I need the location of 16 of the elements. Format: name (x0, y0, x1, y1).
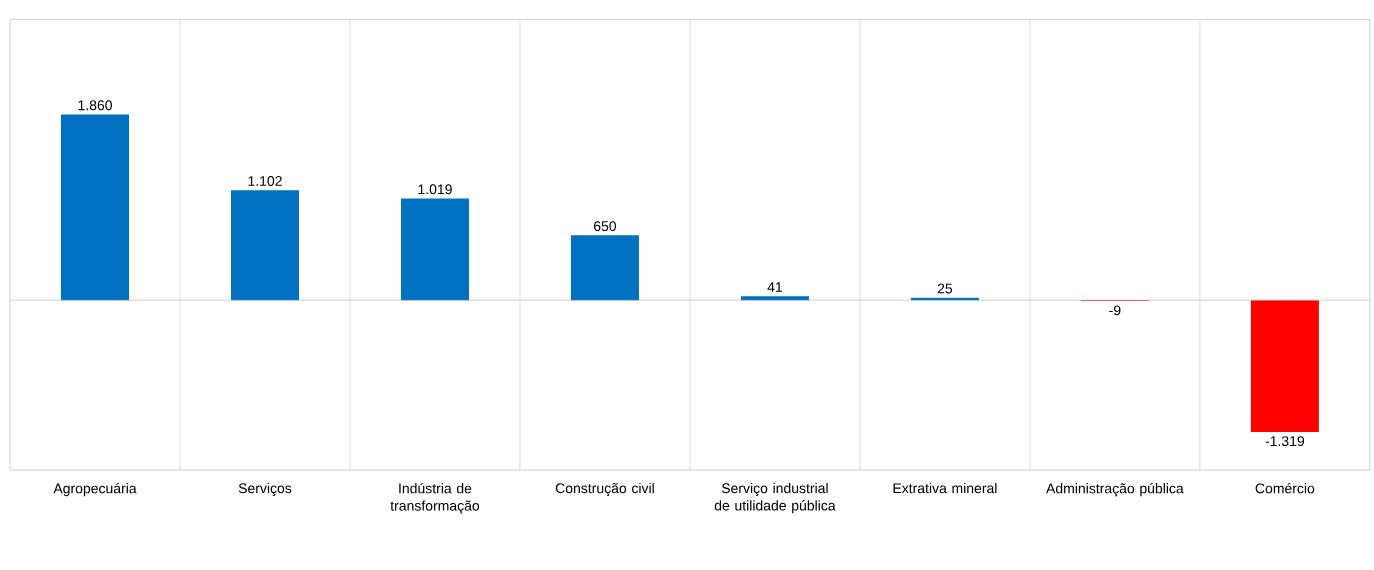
data-label: -9 (1109, 305, 1121, 316)
x-tick-label: Construção civil (555, 482, 654, 497)
data-label: 25 (937, 283, 953, 294)
x-tick-label: Serviço industrial de utilidade pública (714, 482, 836, 514)
data-label: 1.102 (248, 176, 282, 186)
data-label: 1.860 (78, 100, 112, 111)
x-tick-label: Extrativa mineral (893, 482, 997, 494)
x-tick-label: Serviços (238, 482, 292, 497)
data-label: 650 (593, 221, 617, 232)
x-tick-label: Comércio (1255, 482, 1315, 494)
data-label: 1.019 (418, 184, 452, 195)
data-label: 41 (767, 282, 783, 292)
x-tick-label: Indústria de transformação (390, 482, 480, 514)
x-tick-label: Administração pública (1046, 482, 1184, 497)
x-tick-label: Agropecuária (53, 482, 137, 497)
data-label: -1.319 (1265, 436, 1305, 447)
